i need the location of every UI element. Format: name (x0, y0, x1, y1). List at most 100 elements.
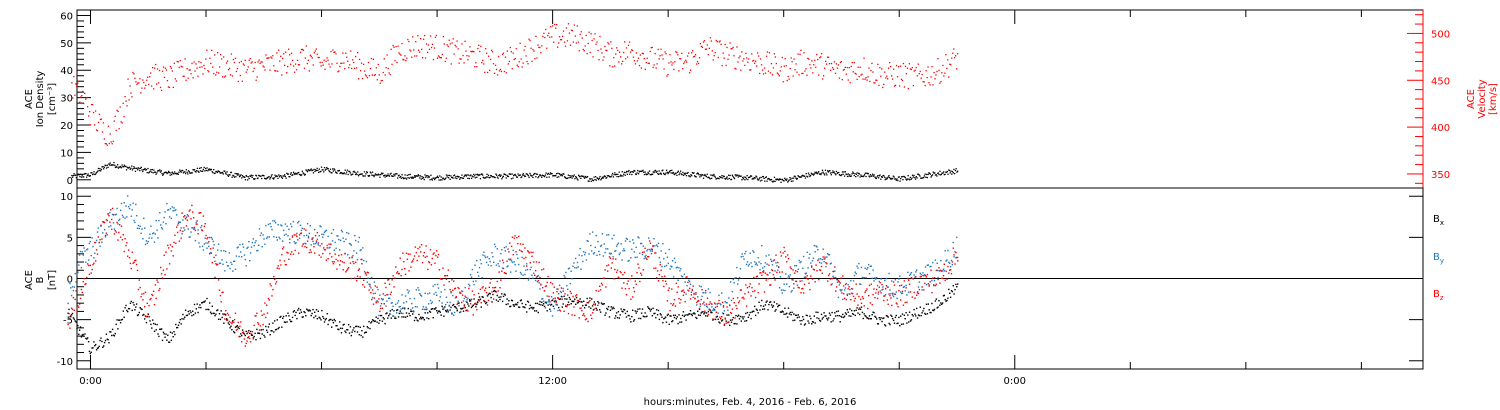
data-point (853, 61, 855, 64)
data-point (576, 302, 579, 304)
data-point (73, 318, 75, 320)
data-point (314, 311, 316, 313)
data-point (329, 252, 331, 255)
data-point (378, 298, 380, 300)
data-point (444, 60, 446, 63)
data-point (923, 175, 926, 177)
data-point (784, 58, 786, 60)
data-point (197, 311, 199, 314)
data-point (366, 326, 368, 328)
data-point (154, 67, 156, 69)
data-point (600, 302, 603, 304)
data-point (748, 314, 750, 316)
data-point (721, 320, 723, 322)
data-point (453, 311, 456, 314)
data-point (156, 83, 158, 85)
data-point (637, 236, 639, 238)
data-point (866, 79, 868, 81)
data-point (462, 54, 464, 57)
data-point (243, 64, 245, 66)
data-point (819, 261, 821, 264)
data-point (145, 240, 148, 242)
data-point (851, 313, 854, 315)
data-point (436, 312, 439, 314)
data-point (110, 225, 112, 227)
data-point (414, 306, 417, 308)
data-point (544, 36, 546, 39)
data-point (916, 291, 919, 293)
data-point (711, 50, 713, 52)
data-point (692, 56, 695, 58)
data-point (315, 240, 318, 242)
data-point (597, 177, 599, 180)
data-point (116, 207, 118, 210)
data-point (299, 224, 302, 226)
data-point (492, 287, 494, 289)
data-point (542, 268, 545, 270)
data-point (415, 317, 417, 319)
data-point (428, 261, 431, 264)
data-point (233, 318, 236, 321)
data-point (518, 235, 520, 238)
data-point (261, 61, 263, 63)
data-point (782, 81, 784, 83)
data-point (785, 179, 787, 181)
data-point (870, 175, 872, 177)
data-point (420, 295, 423, 297)
data-point (77, 173, 80, 175)
data-point (785, 273, 787, 275)
data-point (917, 173, 920, 175)
data-point (85, 337, 87, 340)
data-point (791, 61, 793, 63)
data-point (341, 62, 343, 64)
data-point (80, 288, 83, 291)
data-point (941, 72, 943, 74)
data-point (934, 174, 937, 176)
data-point (323, 247, 325, 249)
data-point (564, 176, 566, 179)
data-point (632, 239, 634, 241)
data-point (721, 312, 724, 314)
data-point (819, 320, 822, 322)
data-point (90, 254, 92, 257)
data-point (269, 178, 271, 180)
data-point (505, 303, 507, 306)
data-point (529, 304, 531, 307)
data-point (547, 173, 549, 175)
data-point (735, 68, 737, 70)
data-point (855, 176, 857, 178)
data-point (478, 300, 481, 302)
data-point (311, 238, 313, 241)
data-point (332, 49, 334, 51)
data-point (812, 72, 814, 74)
data-point (245, 330, 247, 333)
data-point (662, 169, 664, 171)
data-point (927, 66, 929, 68)
data-point (183, 75, 185, 77)
data-point (625, 294, 628, 296)
data-point (909, 176, 911, 179)
data-point (869, 174, 872, 176)
data-point (425, 306, 427, 308)
data-point (552, 305, 555, 307)
data-point (829, 263, 832, 265)
data-point (710, 302, 712, 305)
data-point (210, 168, 212, 170)
data-point (284, 174, 286, 176)
data-point (556, 288, 558, 290)
data-point (290, 172, 292, 174)
data-point (820, 262, 823, 264)
data-point (617, 311, 620, 313)
data-point (99, 239, 101, 241)
data-point (151, 168, 153, 171)
data-point (241, 341, 243, 343)
data-point (156, 172, 158, 174)
data-point (941, 277, 943, 280)
data-point (399, 310, 401, 312)
data-point (743, 316, 745, 318)
data-point (241, 175, 244, 177)
data-point (649, 174, 651, 176)
data-point (424, 312, 426, 314)
data-point (306, 171, 309, 173)
